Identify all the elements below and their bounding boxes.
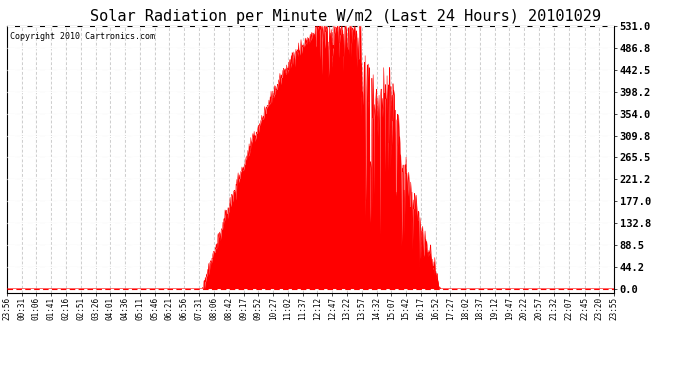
Text: Copyright 2010 Cartronics.com: Copyright 2010 Cartronics.com <box>10 32 155 40</box>
Text: Solar Radiation per Minute W/m2 (Last 24 Hours) 20101029: Solar Radiation per Minute W/m2 (Last 24… <box>90 9 600 24</box>
